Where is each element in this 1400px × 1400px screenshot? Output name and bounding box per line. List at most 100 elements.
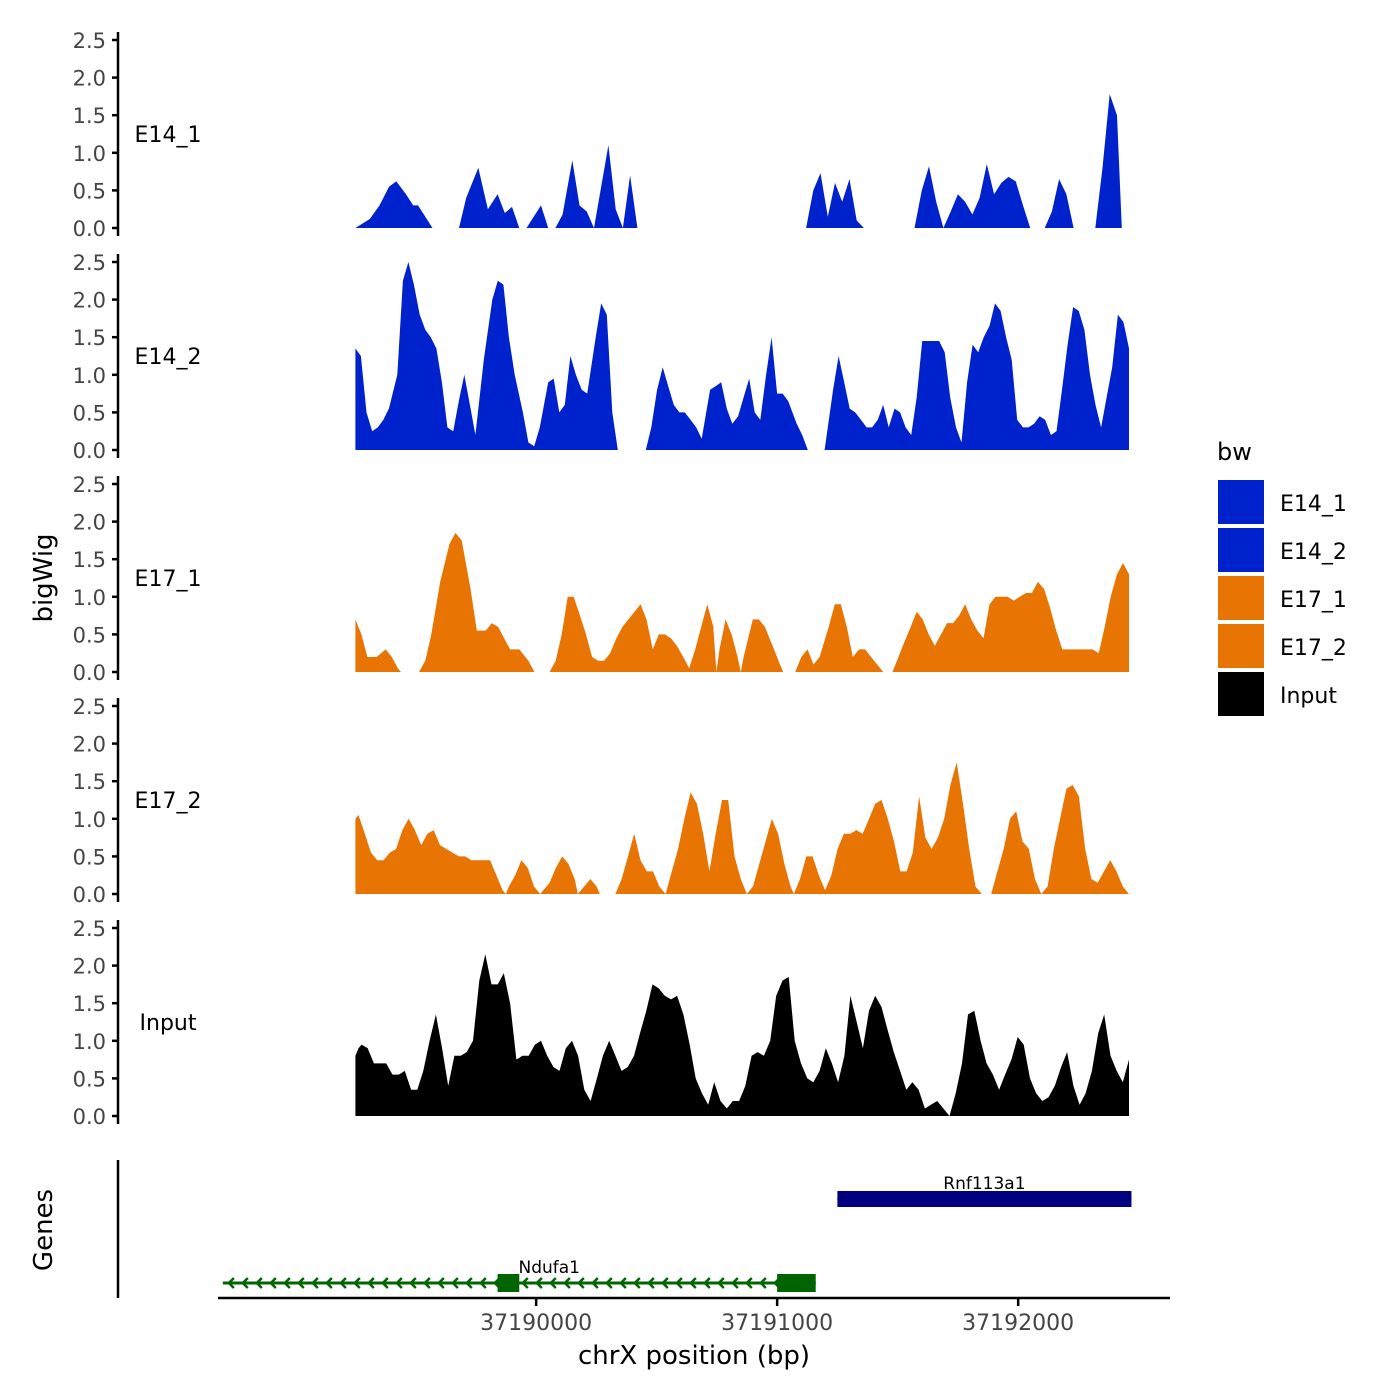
strand-arrow: [395, 1277, 403, 1289]
strand-arrow: [339, 1277, 347, 1289]
legend-label: E14_2: [1280, 540, 1347, 565]
y-tick-label: 1.5: [73, 548, 106, 572]
strand-arrow: [283, 1277, 291, 1289]
legend-swatch: [1218, 576, 1264, 620]
strand-arrow: [465, 1277, 473, 1289]
strand-arrow: [647, 1277, 655, 1289]
track-label: E14_1: [135, 123, 202, 148]
legend-swatch: [1218, 528, 1264, 572]
strand-arrow: [269, 1277, 277, 1289]
y-tick-label: 1.5: [73, 326, 106, 350]
y-tick-label: 2.0: [73, 511, 106, 535]
strand-arrow: [745, 1277, 753, 1289]
y-tick-label: 2.5: [73, 251, 106, 275]
signal-area-E17_1: [355, 532, 1129, 672]
legend-label: E14_1: [1280, 492, 1347, 517]
y-tick-label: 0.5: [73, 1067, 106, 1091]
y-tick-label: 2.5: [73, 29, 106, 53]
track-panel-E17_1: 0.0 0.5 1.0 1.5 2.0 2.5 E17_1: [73, 473, 1129, 685]
legend-title: bw: [1217, 438, 1252, 466]
y-tick-label: 1.0: [73, 1030, 106, 1054]
y-tick-label: 2.0: [73, 733, 106, 757]
strand-arrow: [311, 1277, 319, 1289]
y-tick-label: 0.0: [73, 439, 106, 463]
y-tick-label: 0.5: [73, 845, 106, 869]
y-tick-label: 0.5: [73, 401, 106, 425]
y-tick-label: 2.5: [73, 695, 106, 719]
strand-arrow: [479, 1277, 487, 1289]
y-tick-label: 2.0: [73, 67, 106, 91]
y-tick-label: 1.0: [73, 586, 106, 610]
gene-label: Ndufa1: [519, 1258, 581, 1278]
signal-area-E17_2: [355, 762, 1129, 894]
strand-arrow: [619, 1277, 627, 1289]
y-tick-label: 0.0: [73, 217, 106, 241]
legend-label: E17_1: [1280, 588, 1347, 613]
strand-arrow: [423, 1277, 431, 1289]
strand-arrow: [689, 1277, 697, 1289]
strand-arrow: [227, 1277, 235, 1289]
strand-arrow: [605, 1277, 613, 1289]
y-axis-title: bigWig: [29, 533, 59, 622]
strand-arrow: [759, 1277, 767, 1289]
y-tick-label: 1.5: [73, 992, 106, 1016]
strand-arrow: [675, 1277, 683, 1289]
y-tick-label: 2.0: [73, 955, 106, 979]
y-tick-label: 1.0: [73, 808, 106, 832]
track-panel-Input: 0.0 0.5 1.0 1.5 2.0 2.5 Input: [73, 917, 1129, 1129]
strand-arrow: [241, 1277, 249, 1289]
gene-label: Rnf113a1: [943, 1174, 1025, 1194]
strand-arrow: [325, 1277, 333, 1289]
strand-arrow: [409, 1277, 417, 1289]
strand-arrow: [437, 1277, 445, 1289]
y-tick-label: 1.0: [73, 364, 106, 388]
strand-arrow: [731, 1277, 739, 1289]
strand-arrow: [661, 1277, 669, 1289]
strand-arrow: [703, 1277, 711, 1289]
y-tick-label: 1.5: [73, 770, 106, 794]
strand-arrow: [717, 1277, 725, 1289]
legend-label: E17_2: [1280, 636, 1347, 661]
legend: bw E14_1 E14_2 E17_1 E17_2 Input: [1217, 438, 1347, 716]
strand-arrow: [367, 1277, 375, 1289]
y-tick-label: 0.5: [73, 179, 106, 203]
strand-arrow: [577, 1277, 585, 1289]
y-tick-label: 1.0: [73, 142, 106, 166]
x-tick-label: 37191000: [721, 1311, 833, 1336]
exon: [837, 1191, 1132, 1207]
exon: [777, 1274, 816, 1292]
strand-arrow: [521, 1277, 529, 1289]
strand-arrow: [563, 1277, 571, 1289]
y-tick-label: 2.0: [73, 289, 106, 313]
x-axis: 37190000 37191000 37192000: [218, 1296, 1170, 1336]
exon: [497, 1274, 520, 1292]
y-tick-label: 1.5: [73, 104, 106, 128]
y-tick-label: 0.0: [73, 1105, 106, 1129]
track-label: E14_2: [135, 345, 202, 370]
y-tick-label: 0.0: [73, 883, 106, 907]
legend-swatch: [1218, 624, 1264, 668]
strand-arrow: [381, 1277, 389, 1289]
strand-arrow: [633, 1277, 641, 1289]
track-panel-E14_2: 0.0 0.5 1.0 1.5 2.0 2.5 E14_2: [73, 251, 1129, 463]
strand-arrow: [535, 1277, 543, 1289]
track-panels: 0.0 0.5 1.0 1.5 2.0 2.5 E14_1 0.0 0.5 1.0 1.5 2.0 2.…: [73, 29, 1132, 1129]
genes-axis-title: Genes: [29, 1189, 59, 1271]
legend-swatch: [1218, 480, 1264, 524]
strand-arrow: [255, 1277, 263, 1289]
signal-area-E14_1: [355, 94, 1132, 228]
track-label: Input: [140, 1011, 197, 1036]
legend-label: Input: [1280, 684, 1337, 709]
y-tick-label: 2.5: [73, 917, 106, 941]
strand-arrow: [549, 1277, 557, 1289]
signal-area-E14_2: [355, 262, 1129, 450]
strand-arrow: [353, 1277, 361, 1289]
track-panel-E14_1: 0.0 0.5 1.0 1.5 2.0 2.5 E14_1: [73, 29, 1132, 241]
track-label: E17_2: [135, 789, 202, 814]
track-panel-E17_2: 0.0 0.5 1.0 1.5 2.0 2.5 E17_2: [73, 695, 1129, 907]
strand-arrow: [297, 1277, 305, 1289]
track-label: E17_1: [135, 567, 202, 592]
strand-arrow: [451, 1277, 459, 1289]
y-tick-label: 0.5: [73, 623, 106, 647]
x-axis-title: chrX position (bp): [578, 1341, 810, 1371]
